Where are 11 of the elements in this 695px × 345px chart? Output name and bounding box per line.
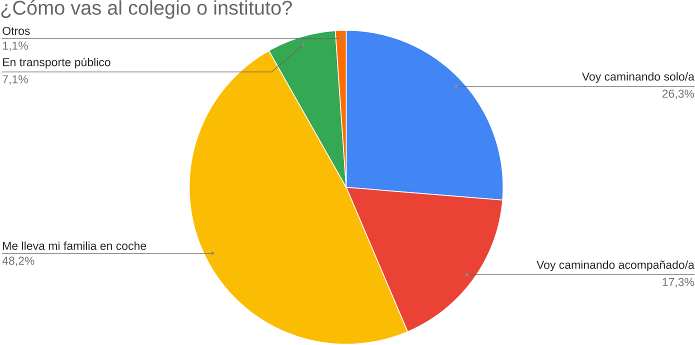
- data-label: 17,3%: [662, 278, 694, 288]
- data-label: 26,3%: [662, 90, 694, 100]
- chart-title: ¿Cómo vas al colegio o instituto?: [1, 0, 292, 19]
- slice-label: Voy caminando solo/a: [582, 72, 694, 84]
- data-label: 48,2%: [2, 256, 34, 266]
- data-label: 1,1%: [2, 42, 28, 52]
- slice-label: Otros: [2, 26, 30, 36]
- slice-label: Voy caminando acompañado/a: [536, 260, 694, 272]
- data-label: 7,1%: [2, 75, 28, 85]
- slice-label: Me lleva mi familia en coche: [3, 242, 146, 250]
- slice-label: En transporte público: [3, 58, 110, 69]
